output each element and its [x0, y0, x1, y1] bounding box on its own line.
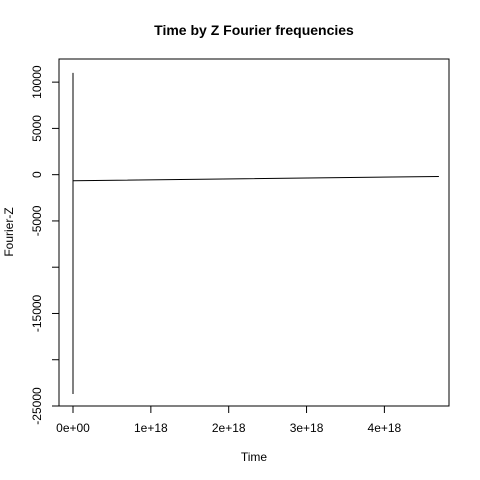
y-tick-label: -25000	[30, 387, 44, 425]
plot-frame	[59, 59, 449, 406]
x-tick-label: 3e+18	[290, 421, 324, 435]
x-tick-label: 0e+00	[56, 421, 90, 435]
series-line	[73, 73, 439, 394]
series-group	[73, 73, 439, 394]
x-axis: 0e+00 1e+18 2e+18 3e+18 4e+18	[56, 406, 401, 435]
y-tick-label: -15000	[30, 294, 44, 332]
y-tick-label: 5000	[30, 115, 44, 142]
x-tick-label: 1e+18	[134, 421, 168, 435]
x-tick-label: 2e+18	[212, 421, 246, 435]
y-tick-label: -5000	[30, 205, 44, 236]
x-axis-title: Time	[241, 450, 268, 464]
x-tick-label: 4e+18	[368, 421, 402, 435]
y-axis: 10000 5000 0 -5000 -15000 -25000	[30, 65, 59, 425]
y-axis-title: Fourier-Z	[2, 207, 16, 256]
chart-title: Time by Z Fourier frequencies	[154, 22, 354, 38]
y-tick-label: 10000	[30, 65, 44, 99]
y-tick-label: 0	[30, 171, 44, 178]
